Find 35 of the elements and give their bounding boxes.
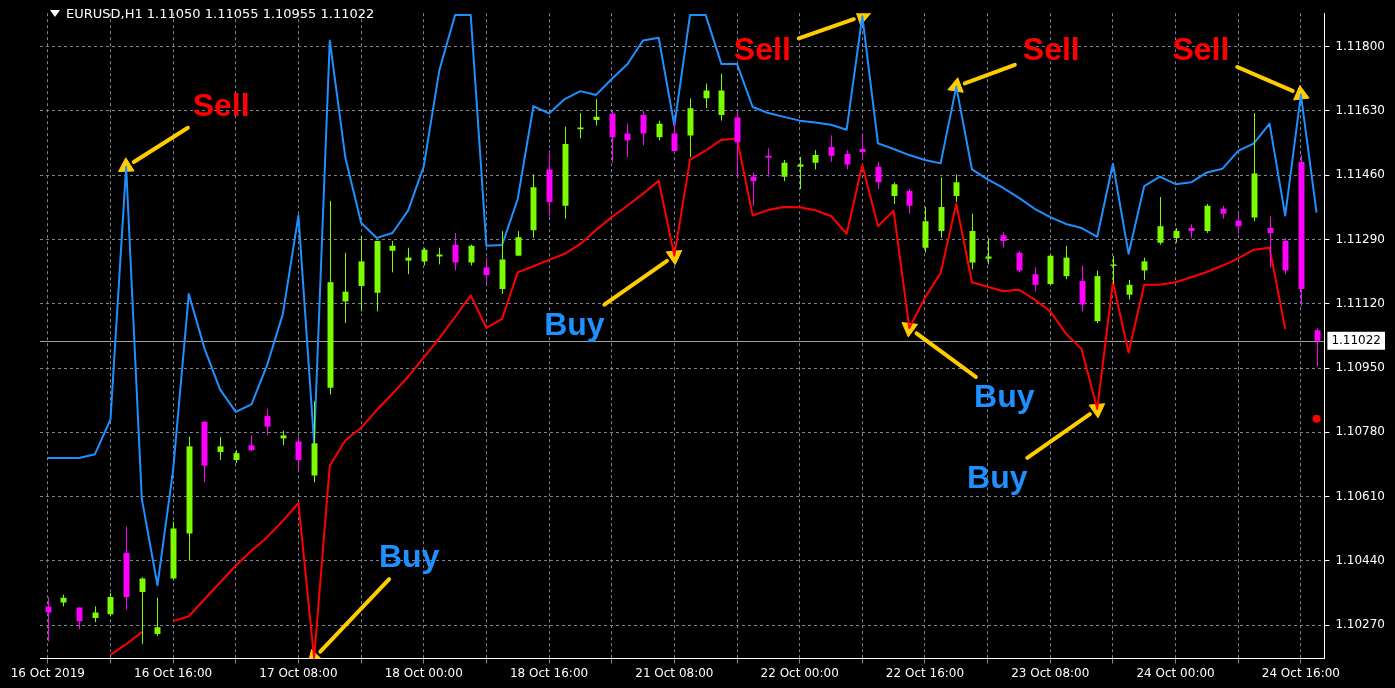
y-tick-label: 1.11290 [1335,231,1385,246]
text: Buy [544,305,605,342]
y-tick-label: 1.10270 [1335,617,1385,632]
series-label: Buy [974,377,1035,414]
y-tick-label: 1.11800 [1335,38,1385,53]
y-tick-label: 1.11460 [1335,167,1385,182]
text: Buy [967,458,1028,495]
y-tick-label: 1.11630 [1335,102,1385,117]
candlestick [1110,255,1117,285]
x-tick-label: 23 Oct 08:00 [1011,665,1090,680]
y-tick-label: 1.10440 [1335,553,1385,568]
x-tick-label: 24 Oct 00:00 [1136,665,1215,680]
x-tick-label: 24 Oct 16:00 [1261,665,1340,680]
candlestick [985,237,992,265]
chart-title: EURUSD,H1 1.11050 1.11055 1.10955 1.11022 [66,6,375,21]
ref-line-label: 1.11022 [1331,332,1381,347]
candlestick [765,147,772,178]
x-tick-label: 22 Oct 00:00 [760,665,839,680]
x-tick-label: 21 Oct 08:00 [635,665,714,680]
y-tick-label: 1.11120 [1335,295,1385,310]
text: Sell [1172,31,1230,68]
x-tick-label: 17 Oct 08:00 [259,665,338,680]
x-tick-label: 22 Oct 16:00 [885,665,965,680]
x-tick-label: 16 Oct 16:00 [134,665,213,680]
y-tick-label: 1.10780 [1335,424,1385,439]
x-tick-label: 18 Oct 16:00 [509,665,589,680]
text: Sell [1022,31,1080,68]
text: Buy [378,538,440,575]
candlestick [577,112,584,139]
text: Sell [192,86,250,123]
x-tick-label: 18 Oct 00:00 [384,665,463,680]
legend-label: Sell [733,31,791,68]
x-tick-label: 16 Oct 2019 [10,665,85,680]
y-tick-label: 1.10610 [1335,488,1385,503]
y-tick-label: 1.10950 [1335,360,1385,375]
